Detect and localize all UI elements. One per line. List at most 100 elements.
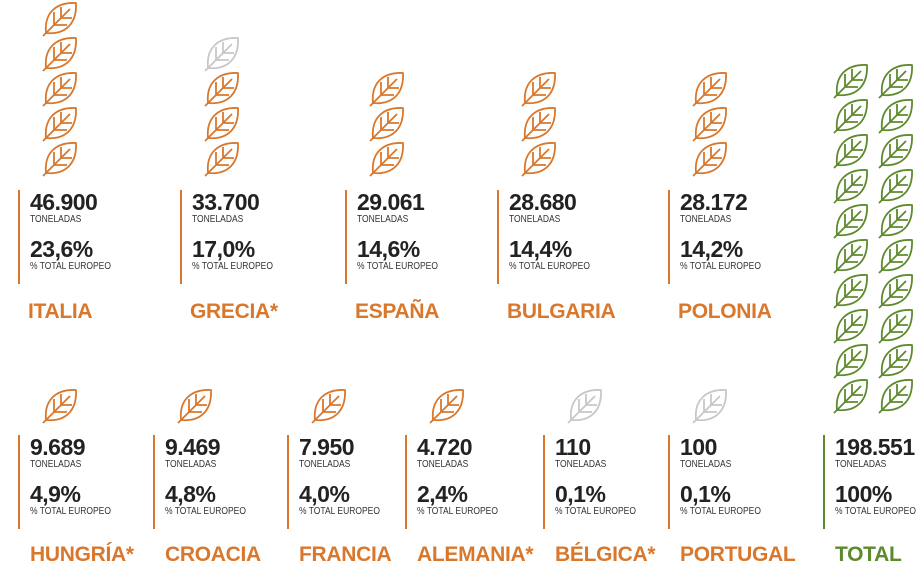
leaf-outline — [694, 107, 727, 140]
leaf-icon — [833, 134, 868, 169]
unit: TONELADAS — [417, 459, 469, 470]
leaf-icon — [311, 389, 346, 424]
leaf-outline — [694, 72, 727, 105]
leaf-outline — [313, 389, 346, 422]
leaf-icon — [42, 2, 77, 37]
leaf-vein — [692, 77, 722, 107]
leaf-vein — [311, 394, 341, 424]
leaf-icon — [833, 344, 868, 379]
leaf-vein — [878, 349, 908, 379]
leaf-outline — [523, 72, 556, 105]
leaf-vein — [878, 104, 908, 134]
leaf-vein — [878, 139, 908, 169]
share-label: % TOTAL EUROPEO — [30, 506, 111, 517]
leaf-outline — [523, 107, 556, 140]
share: 4,8% — [165, 481, 216, 507]
leaf-vein — [369, 147, 399, 177]
leaf-icon — [369, 72, 404, 107]
tonnes: 4.720 — [417, 434, 473, 460]
leaf-outline — [431, 389, 464, 422]
leaf-vein — [521, 77, 551, 107]
leaf-outline — [44, 107, 77, 140]
leaf-outline — [835, 169, 868, 202]
leaf-outline — [880, 99, 913, 132]
leaf-icon — [833, 204, 868, 239]
leaf-outline — [44, 37, 77, 70]
leaf-icon — [692, 389, 727, 424]
leaf-icon — [42, 107, 77, 142]
leaf-outline — [880, 309, 913, 342]
leaf-outline — [44, 2, 77, 35]
leaf-icon — [878, 309, 913, 344]
leaf-outline — [880, 64, 913, 97]
leaf-outline — [835, 64, 868, 97]
share-label: % TOTAL EUROPEO — [192, 261, 273, 272]
leaf-vein — [204, 77, 234, 107]
leaf-outline — [371, 142, 404, 175]
leaf-icon — [177, 389, 212, 424]
country-card: 198.551 TONELADAS 100%% TOTAL EUROPEO — [823, 435, 922, 529]
unit: TONELADAS — [192, 214, 244, 225]
tonnes: 110 — [555, 434, 591, 460]
leaf-icon — [833, 99, 868, 134]
leaf-vein — [833, 279, 863, 309]
leaf-vein — [204, 112, 234, 142]
leaf-icon — [369, 107, 404, 142]
country-card: 110 TONELADAS 0,1%% TOTAL EUROPEO — [543, 435, 665, 529]
unit: TONELADAS — [680, 459, 732, 470]
country-card: 9.689 TONELADAS 4,9%% TOTAL EUROPEO — [18, 435, 140, 529]
leaf-outline — [880, 274, 913, 307]
leaf-vein — [204, 42, 234, 72]
tonnes: 9.469 — [165, 434, 221, 460]
leaf-icon — [369, 142, 404, 177]
share-label: % TOTAL EUROPEO — [30, 261, 111, 272]
unit: TONELADAS — [835, 459, 887, 470]
leaf-icon — [521, 107, 556, 142]
leaf-icon — [42, 37, 77, 72]
leaf-vein — [878, 174, 908, 204]
leaf-vein — [692, 394, 722, 424]
leaf-vein — [833, 69, 863, 99]
country-card: 33.700 TONELADAS 17,0%% TOTAL EUROPEO — [180, 190, 302, 284]
leaf-icon — [42, 142, 77, 177]
leaf-icon — [878, 274, 913, 309]
leaf-outline — [569, 389, 602, 422]
leaf-vein — [42, 77, 72, 107]
tonnes: 46.900 — [30, 189, 98, 215]
leaf-icon — [521, 142, 556, 177]
leaf-vein — [878, 384, 908, 414]
leaf-outline — [44, 389, 77, 422]
country-card: 28.680 TONELADAS 14,4%% TOTAL EUROPEO — [497, 190, 619, 284]
leaf-icon — [204, 142, 239, 177]
country-card: 7.950 TONELADAS 4,0%% TOTAL EUROPEO — [287, 435, 409, 529]
leaf-icon — [692, 142, 727, 177]
leaf-outline — [371, 72, 404, 105]
country-card: 4.720 TONELADAS 2,4%% TOTAL EUROPEO — [405, 435, 527, 529]
tonnes: 9.689 — [30, 434, 86, 460]
leaf-outline — [44, 72, 77, 105]
country-name: ALEMANIA* — [417, 543, 534, 566]
country-name: FRANCIA — [299, 543, 392, 566]
leaf-icon — [204, 72, 239, 107]
leaf-vein — [42, 7, 72, 37]
leaf-outline — [371, 107, 404, 140]
share: 23,6% — [30, 236, 93, 262]
leaf-outline — [835, 274, 868, 307]
leaf-icon — [204, 107, 239, 142]
share: 14,6% — [357, 236, 420, 262]
share-label: % TOTAL EUROPEO — [835, 506, 916, 517]
tonnes: 29.061 — [357, 189, 425, 215]
leaf-icon — [833, 379, 868, 414]
tonnes: 33.700 — [192, 189, 260, 215]
tonnes: 7.950 — [299, 434, 355, 460]
leaf-outline — [835, 99, 868, 132]
country-card: 46.900 TONELADAS 23,6%% TOTAL EUROPEO — [18, 190, 140, 284]
unit: TONELADAS — [30, 459, 82, 470]
country-name: BÉLGICA* — [555, 543, 656, 566]
country-name: HUNGRÍA* — [30, 543, 134, 566]
share: 0,1% — [555, 481, 606, 507]
share: 14,2% — [680, 236, 743, 262]
leaf-outline — [206, 107, 239, 140]
